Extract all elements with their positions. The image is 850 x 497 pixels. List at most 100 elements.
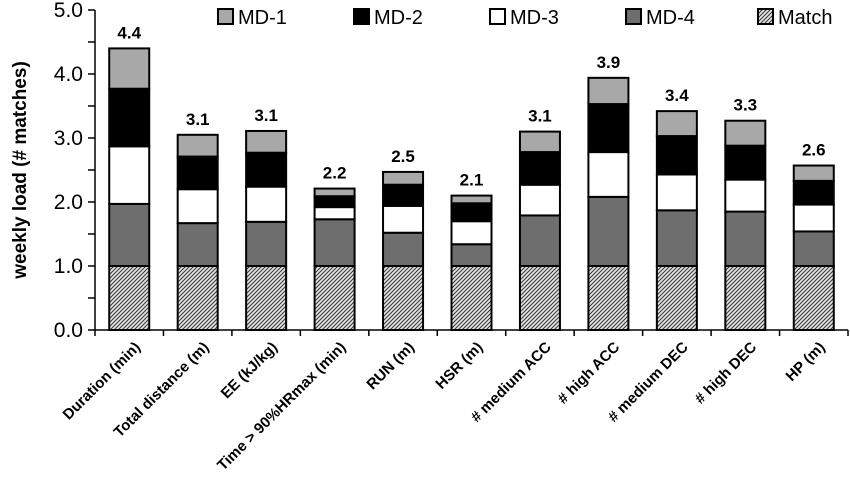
legend-item: MD-1 — [217, 7, 287, 29]
legend-swatch — [489, 8, 506, 25]
bar-segment-md-3 — [108, 145, 151, 205]
y-tick-label: 0.0 — [54, 319, 83, 342]
bar-segment-md-2 — [792, 179, 835, 206]
bar-segment-md-2 — [313, 195, 356, 209]
bar-segment-match — [108, 265, 151, 331]
bar-segment-md-2 — [382, 183, 425, 207]
bar-total-label: 4.4 — [117, 23, 141, 42]
bar-total-label: 2.1 — [460, 171, 484, 190]
bar-total-label: 3.1 — [254, 106, 278, 125]
bar-segment-match — [518, 265, 561, 331]
bar-segment-md-4 — [587, 195, 630, 268]
bar-segment-md-1 — [382, 170, 425, 186]
bar-segment-md-3 — [724, 178, 767, 213]
bar-segment-md-2 — [724, 144, 767, 181]
legend-swatch — [625, 8, 642, 25]
x-tick-label: Time > 90%HRmax (min) — [214, 339, 349, 474]
bar-stack — [313, 187, 356, 331]
bar-segment-md-4 — [518, 214, 561, 268]
bar-segment-md-2 — [176, 155, 219, 191]
bar-segment-md-2 — [450, 202, 493, 223]
bar-segment-md-3 — [655, 173, 698, 212]
bar-stack — [792, 164, 835, 331]
bar-stack — [382, 170, 425, 331]
legend-swatch — [353, 8, 370, 25]
bar-segment-md-1 — [518, 130, 561, 154]
y-tick-label: 4.0 — [54, 63, 83, 86]
x-tick-label: HP (m) — [783, 339, 829, 385]
bar-total-label: 3.9 — [597, 53, 621, 72]
bar-segment-md-2 — [108, 87, 151, 148]
legend-item: MD-4 — [625, 7, 695, 29]
axes: 0.0 1.0 2.0 3.0 4.0 5.0 — [54, 0, 849, 342]
legend-label: Match — [778, 7, 832, 29]
bar-segment-match — [450, 265, 493, 331]
bar-segment-match — [176, 265, 219, 331]
x-tick-label: RUN (m) — [363, 339, 417, 393]
legend-swatch — [217, 8, 234, 25]
bar-segment-md-4 — [382, 231, 425, 267]
bars — [108, 47, 835, 331]
bar-segment-md-4 — [724, 210, 767, 268]
bar-segment-md-1 — [792, 164, 835, 182]
bar-segment-md-4 — [655, 209, 698, 268]
legend-label: MD-3 — [510, 7, 559, 29]
y-tick-label: 3.0 — [54, 127, 83, 150]
total-labels: 4.4 3.1 3.1 2.2 2.5 2.1 3.1 3.9 3.4 3.3 2.6 — [117, 23, 825, 189]
bar-stack — [518, 130, 561, 331]
bar-segment-match — [655, 265, 698, 331]
bar-segment-md-1 — [245, 129, 288, 154]
bar-segment-md-1 — [724, 119, 767, 147]
legend-item: MD-2 — [353, 7, 423, 29]
bar-segment-md-2 — [518, 151, 561, 186]
bar-segment-match — [245, 265, 288, 331]
bar-stack — [655, 110, 698, 331]
bar-segment-match — [587, 265, 630, 331]
bar-stack — [176, 133, 219, 331]
bar-stack — [450, 194, 493, 331]
bar-segment-md-3 — [450, 220, 493, 246]
bar-total-label: 3.3 — [733, 96, 757, 115]
bar-segment-md-2 — [655, 135, 698, 176]
x-tick-label: # high ACC — [554, 339, 623, 408]
bar-total-label: 3.1 — [528, 107, 552, 126]
legend-label: MD-1 — [238, 7, 287, 29]
bar-segment-md-3 — [245, 185, 288, 223]
bar-total-label: 3.1 — [186, 110, 210, 129]
bar-total-label: 2.2 — [323, 164, 347, 183]
x-tick-label: EE (kJ/kg) — [218, 339, 281, 402]
bar-total-label: 3.4 — [665, 86, 689, 105]
bar-segment-md-4 — [108, 202, 151, 267]
bar-segment-match — [313, 265, 356, 331]
bar-segment-match — [724, 265, 767, 331]
bar-segment-md-3 — [382, 204, 425, 234]
bar-segment-md-4 — [245, 220, 288, 267]
bar-segment-md-2 — [587, 103, 630, 154]
bar-segment-match — [792, 265, 835, 331]
bar-segment-md-1 — [587, 76, 630, 106]
bar-total-label: 2.5 — [391, 147, 415, 166]
legend-label: MD-4 — [646, 7, 695, 29]
legend: MD-1 MD-2 MD-3 MD-4 Match — [217, 7, 832, 29]
bar-segment-md-3 — [176, 188, 219, 225]
legend-label: MD-2 — [374, 7, 423, 29]
y-axis-label: weekly load (# matches) — [10, 61, 31, 280]
y-tick-label: 5.0 — [54, 0, 83, 22]
bar-segment-md-1 — [108, 47, 151, 90]
y-tick-label: 2.0 — [54, 191, 83, 214]
bar-stack — [587, 76, 630, 331]
y-tick-label: 1.0 — [54, 255, 83, 278]
x-tick-label: # high DEC — [692, 339, 761, 408]
bar-segment-md-3 — [587, 151, 630, 198]
bar-segment-md-3 — [518, 183, 561, 217]
bar-segment-md-3 — [792, 203, 835, 233]
legend-item: MD-3 — [489, 7, 559, 29]
bar-segment-md-4 — [450, 243, 493, 268]
bar-total-label: 2.6 — [802, 141, 826, 160]
bar-segment-md-1 — [313, 187, 356, 198]
bar-segment-md-4 — [176, 222, 219, 267]
legend-swatch — [757, 8, 774, 25]
bar-segment-md-1 — [176, 133, 219, 158]
